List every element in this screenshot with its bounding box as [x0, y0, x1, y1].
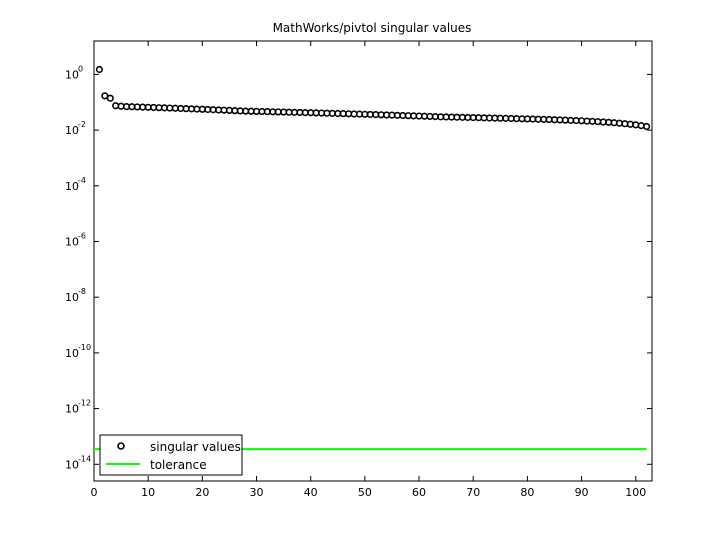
plot-area	[93, 40, 653, 482]
legend-label-tolerance: tolerance	[150, 458, 207, 472]
y-tick-exponent: -12	[78, 399, 91, 408]
x-tick-label: 70	[466, 486, 480, 499]
x-tick-label: 0	[91, 486, 98, 499]
y-tick-exponent: -10	[78, 343, 91, 352]
y-tick-label: 10	[65, 236, 79, 249]
singular-value-point	[95, 65, 104, 74]
series-layer	[94, 65, 651, 451]
y-tick-exponent: -2	[78, 120, 86, 129]
x-tick-label: 20	[195, 486, 209, 499]
y-tick-label: 10	[65, 180, 79, 193]
legend-label-singular-values: singular values	[150, 440, 241, 454]
singular-value-point	[642, 122, 651, 131]
y-tick-label: 10	[65, 124, 79, 137]
x-tick-label: 90	[575, 486, 589, 499]
x-tick-label: 60	[412, 486, 426, 499]
y-tick-exponent: -8	[78, 287, 86, 296]
y-tick-exponent: -4	[78, 176, 86, 185]
y-tick-exponent: 0	[78, 64, 83, 73]
x-tick-label: 80	[520, 486, 534, 499]
x-tick-label: 30	[250, 486, 264, 499]
legend: singular values tolerance	[99, 434, 243, 476]
y-tick-label: 10	[65, 458, 79, 471]
x-tick-label: 10	[141, 486, 155, 499]
legend-marker-singular-values	[117, 442, 125, 450]
x-tick-label: 100	[625, 486, 646, 499]
y-tick-exponent: -6	[78, 232, 86, 241]
legend-box	[99, 434, 243, 476]
y-tick-label: 10	[65, 347, 79, 360]
y-tick-label: 10	[65, 291, 79, 304]
y-tick-label: 10	[65, 68, 79, 81]
y-tick-exponent: -14	[78, 454, 91, 463]
axes-box	[93, 40, 653, 482]
singular-value-point	[106, 94, 114, 102]
y-tick-label: 10	[65, 403, 79, 416]
x-tick-label: 40	[304, 486, 318, 499]
x-tick-label: 50	[358, 486, 372, 499]
chart-title: MathWorks/pivtol singular values	[273, 21, 472, 35]
